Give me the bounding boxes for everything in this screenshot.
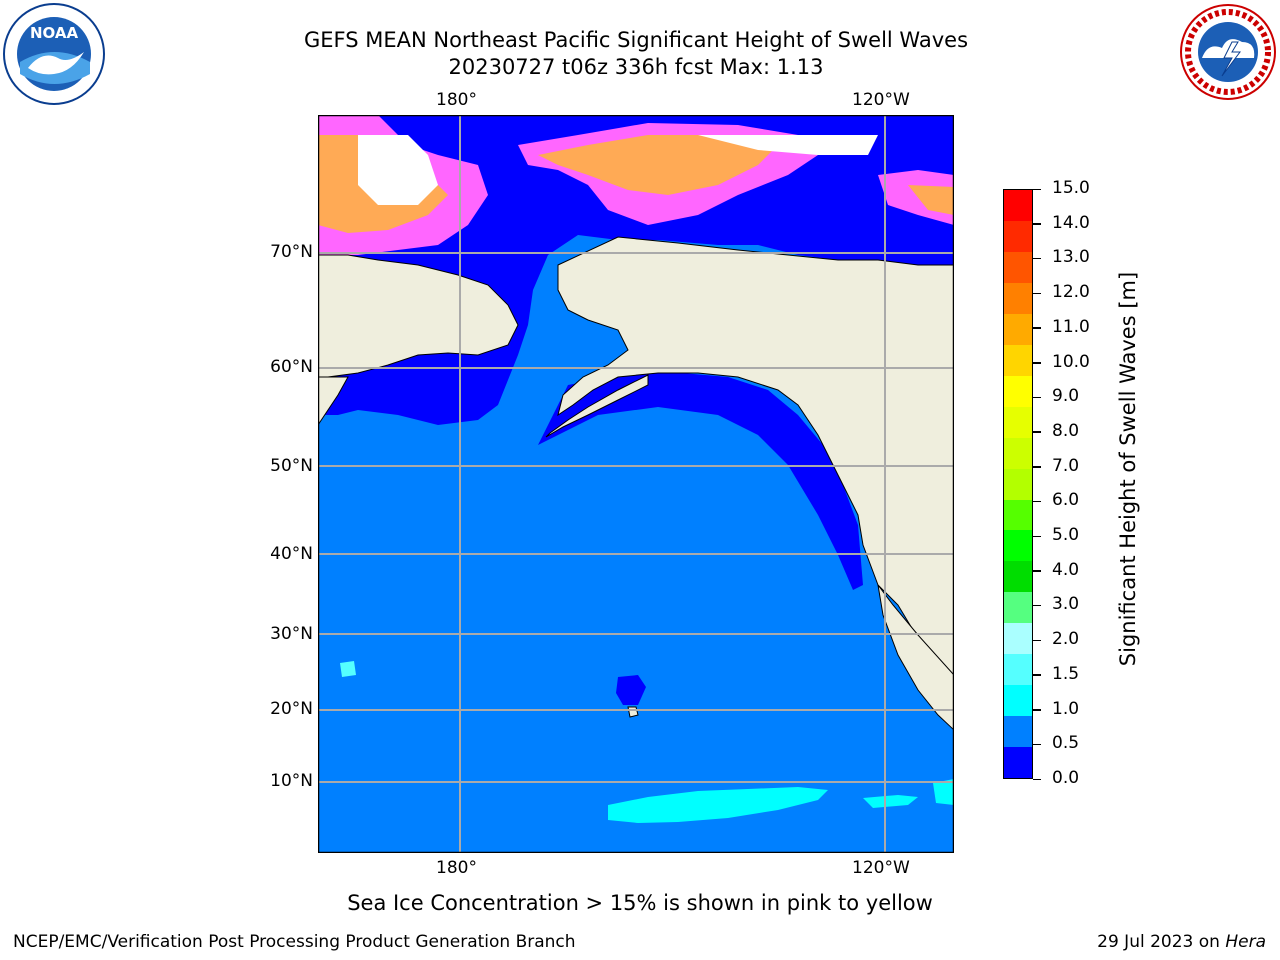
colorbar-tick-label: 8.0 — [1052, 420, 1080, 441]
colorbar-tick-label: 2.0 — [1052, 629, 1080, 650]
colorbar-tick-mark — [1033, 188, 1041, 190]
colorbar-segment — [1004, 561, 1032, 593]
colorbar-segment — [1004, 220, 1032, 252]
colorbar-tick-label: 10.0 — [1052, 351, 1090, 372]
colorbar-tick-mark — [1033, 535, 1041, 538]
lat-label-20n: 20°N — [270, 699, 313, 719]
map-panel[interactable] — [317, 114, 955, 854]
colorbar-tick-label: 13.0 — [1052, 247, 1090, 268]
colorbar-tick-label: 14.0 — [1052, 212, 1090, 233]
chart-title: GEFS MEAN Northeast Pacific Significant … — [303, 28, 969, 52]
colorbar-tick-mark — [1033, 223, 1041, 225]
colorbar-segment — [1004, 716, 1032, 748]
colorbar-tick-mark — [1033, 292, 1041, 295]
colorbar-tick-label: 11.0 — [1052, 316, 1090, 337]
colorbar-label: Significant Height of Swell Waves [m] — [1116, 271, 1140, 667]
colorbar-tick-label: 12.0 — [1052, 282, 1090, 303]
grid-lines — [318, 115, 954, 853]
colorbar-tick-label: 9.0 — [1052, 386, 1080, 407]
lon-label-top-180: 180° — [436, 90, 477, 110]
colorbar-segment — [1004, 282, 1032, 314]
colorbar-segment — [1004, 654, 1032, 686]
colorbar-tick-mark — [1033, 362, 1041, 364]
colorbar-tick-mark — [1033, 709, 1041, 711]
lon-label-bottom-180: 180° — [436, 858, 477, 878]
colorbar-tick-mark — [1033, 604, 1041, 607]
colorbar-segment — [1004, 468, 1032, 500]
colorbar-tick-label: 1.5 — [1052, 663, 1080, 684]
map-frame — [317, 114, 955, 854]
lon-label-top-120w: 120°W — [852, 90, 910, 110]
colorbar-tick-mark — [1033, 778, 1041, 780]
noaa-logo-text: NOAA — [30, 24, 79, 42]
colorbar-tick-label: 0.0 — [1052, 768, 1080, 788]
swell-map — [317, 114, 955, 854]
colorbar-tick-mark — [1033, 500, 1041, 503]
colorbar-tick-mark — [1033, 431, 1041, 433]
lon-label-bottom-120w: 120°W — [852, 858, 910, 878]
colorbar-segment — [1004, 406, 1032, 438]
ice-caption: Sea Ice Concentration > 15% is shown in … — [347, 891, 933, 915]
lat-label-30n: 30°N — [270, 624, 313, 644]
cyan-swell-band — [608, 787, 828, 823]
lat-label-60n: 60°N — [270, 357, 313, 377]
footer-date-text: 29 Jul 2023 on — [1097, 932, 1226, 952]
footer-branch: NCEP/EMC/Verification Post Processing Pr… — [13, 932, 576, 952]
colorbar-tick-mark — [1033, 396, 1041, 399]
colorbar-segment — [1004, 592, 1032, 624]
colorbar-segment — [1004, 375, 1032, 407]
siberia-land — [317, 254, 519, 378]
colorbar-segment — [1004, 685, 1032, 717]
colorbar-tick-mark — [1033, 743, 1041, 746]
lat-label-40n: 40°N — [270, 544, 313, 564]
colorbar-tick-mark — [1033, 639, 1041, 642]
colorbar-tick-mark — [1033, 466, 1041, 468]
colorbar-tick-label: 4.0 — [1052, 559, 1080, 580]
colorbar-tick-label: 7.0 — [1052, 455, 1080, 476]
alaska-coast-band — [538, 370, 863, 590]
colorbar-tick-label: 1.0 — [1052, 698, 1080, 719]
hawaii-region — [616, 675, 646, 705]
colorbar-segment — [1004, 747, 1032, 778]
colorbar-segment — [1004, 313, 1032, 345]
footer-host: Hera — [1225, 932, 1266, 952]
colorbar-tick-label: 6.0 — [1052, 490, 1080, 511]
colorbar-tick-mark — [1033, 674, 1041, 676]
colorbar-tick-label: 15.0 — [1052, 178, 1090, 198]
lat-label-50n: 50°N — [270, 456, 313, 476]
nws-logo-icon — [1178, 2, 1278, 102]
colorbar-tick-label: 5.0 — [1052, 525, 1080, 546]
colorbar-segment — [1004, 530, 1032, 562]
chart-subtitle: 20230727 t06z 336h fcst Max: 1.13 — [448, 55, 824, 79]
lat-label-10n: 10°N — [270, 771, 313, 791]
footer-date: 29 Jul 2023 on Hera — [1097, 932, 1266, 952]
colorbar-tick-mark — [1033, 570, 1041, 572]
colorbar-segment — [1004, 623, 1032, 655]
colorbar-segment — [1004, 344, 1032, 376]
lat-label-70n: 70°N — [270, 242, 313, 262]
colorbar-tick-mark — [1033, 327, 1041, 329]
colorbar-tick-label: 3.0 — [1052, 594, 1080, 615]
alaska-canada-land — [557, 236, 955, 677]
colorbar-segment — [1004, 437, 1032, 469]
colorbar — [1003, 189, 1033, 779]
colorbar-tick-mark — [1033, 257, 1041, 260]
colorbar-segment — [1004, 499, 1032, 531]
colorbar-segment — [1004, 251, 1032, 283]
colorbar-segment — [1004, 190, 1032, 221]
noaa-logo-icon: NOAA — [2, 2, 106, 106]
colorbar-tick-label: 0.5 — [1052, 733, 1080, 754]
